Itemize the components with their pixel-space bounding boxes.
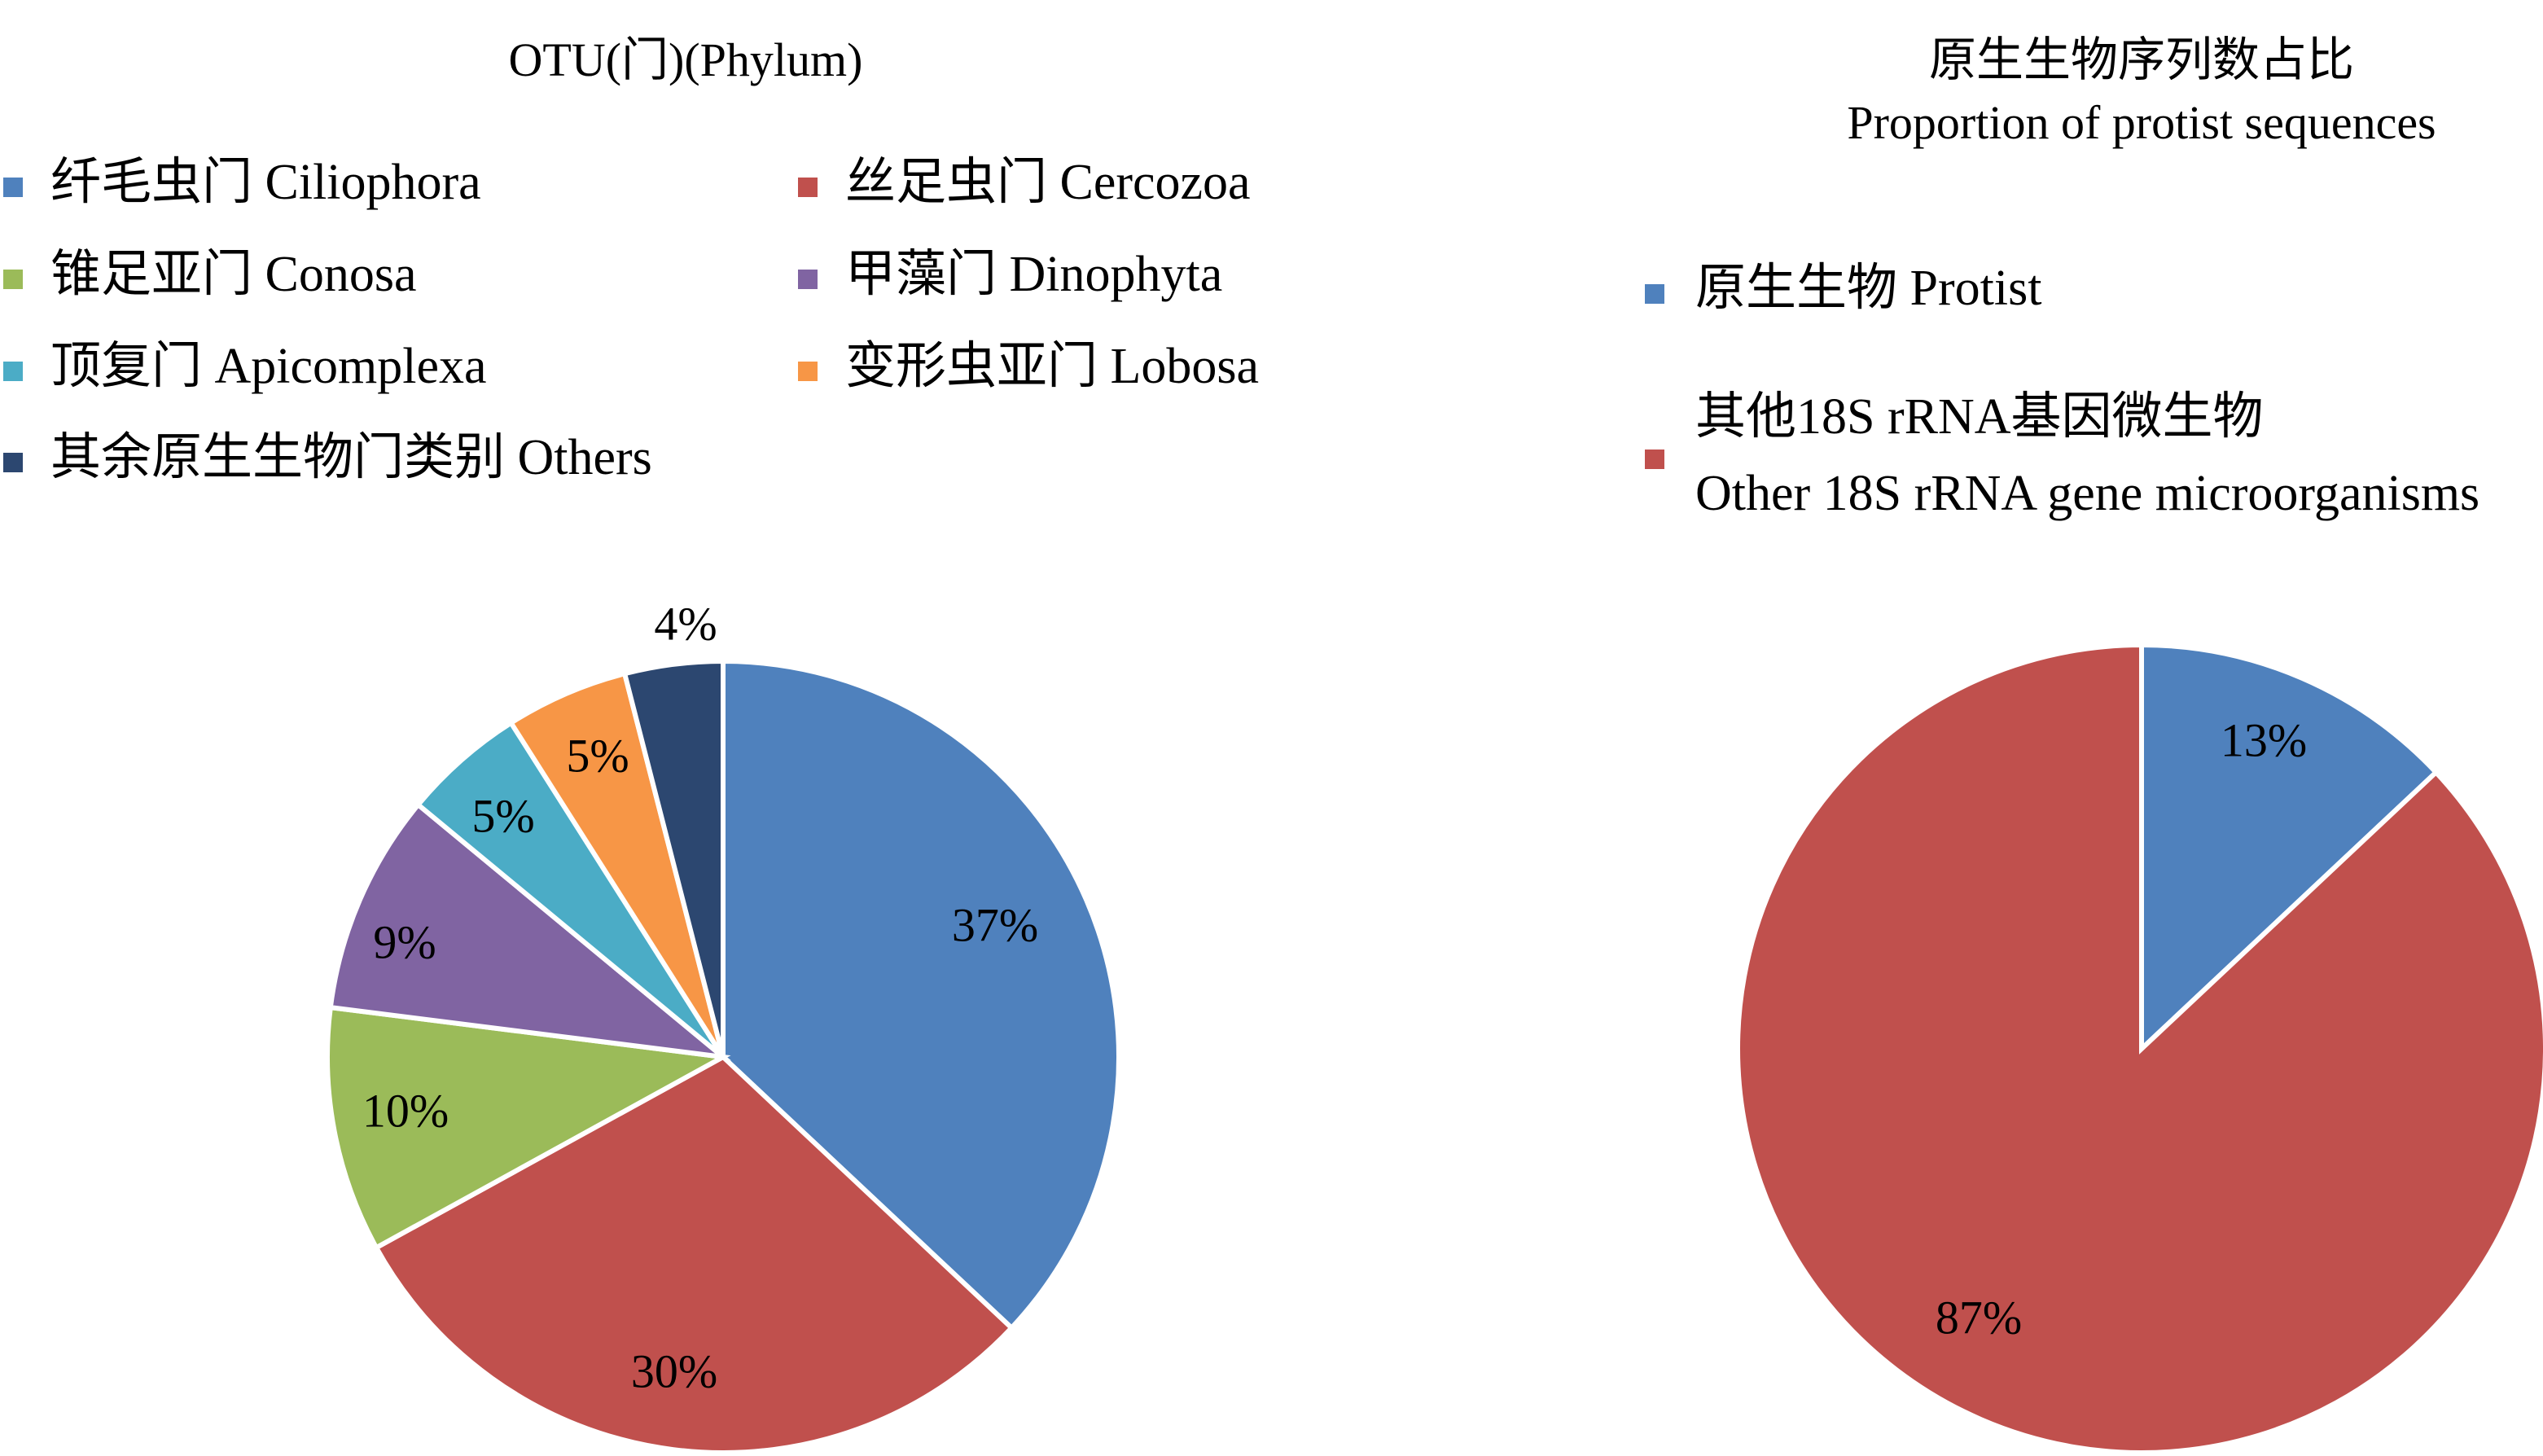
legend-swatch xyxy=(798,362,818,381)
legend-item-label: 顶复门 Apicomplexa xyxy=(50,339,487,394)
data-label: 10% xyxy=(362,1084,449,1137)
legend-swatch xyxy=(1645,284,1664,304)
legend-item-label: 其他18S rRNA基因微生物 xyxy=(1695,389,2264,445)
protist-pie: 13% 87% xyxy=(1735,642,2543,1455)
legend-swatch xyxy=(3,453,23,472)
protist-chart-subtitle: Proportion of protist sequences xyxy=(1847,96,2436,149)
pie-slice xyxy=(721,658,1121,1331)
data-label: 5% xyxy=(471,789,534,842)
legend-item-label: 纤毛虫门 Ciliophora xyxy=(50,155,481,210)
legend-item-label: 丝足虫门 Cercozoa xyxy=(845,155,1251,210)
legend-swatch xyxy=(798,178,818,197)
protist-legend: 原生生物 Protist 其他18S rRNA基因微生物 Other 18S rRN… xyxy=(1645,261,2479,521)
data-label: 13% xyxy=(2221,713,2307,766)
legend-item-label: 原生生物 Protist xyxy=(1695,261,2041,316)
phylum-pie: 37% 30% 10% 9% 5% 5% 4% xyxy=(325,597,1121,1455)
pie-slice xyxy=(2139,642,2440,1055)
data-label: 37% xyxy=(952,898,1038,951)
legend-swatch xyxy=(798,270,818,289)
pie-slice xyxy=(373,1054,1015,1455)
data-label: 4% xyxy=(654,597,717,650)
legend-item-label: 甲藻门 Dinophyta xyxy=(845,247,1222,302)
phylum-legend: 纤毛虫门 Ciliophora 丝足虫门 Cercozoa 锥足亚门 Conosa 甲… xyxy=(3,155,1259,485)
pie-slice xyxy=(325,1004,731,1252)
phylum-chart-title: OTU(门)(Phylum) xyxy=(509,33,863,86)
data-label: 87% xyxy=(1936,1291,2022,1344)
protist-proportion-pie-chart: 原生生物序列数占比 Proportion of protist sequence… xyxy=(1645,33,2543,1455)
pie-slice xyxy=(1735,642,2543,1455)
phylum-pie-chart: OTU(门)(Phylum) 纤毛虫门 Ciliophora 丝足虫门 Cerco… xyxy=(3,33,1259,1455)
protist-chart-title: 原生生物序列数占比 xyxy=(1929,33,2354,86)
data-label: 5% xyxy=(566,729,629,782)
data-label: 30% xyxy=(631,1344,717,1397)
legend-swatch xyxy=(1645,450,1664,469)
data-label: 9% xyxy=(373,915,436,968)
legend-swatch xyxy=(3,178,23,197)
legend-item-label: 变形虫亚门 Lobosa xyxy=(845,339,1259,394)
pie-slice xyxy=(621,658,726,1058)
legend-item-label: 其余原生生物门类别 Others xyxy=(50,430,652,485)
pie-slice xyxy=(327,800,731,1061)
legend-swatch xyxy=(3,270,23,289)
legend-item-label: 锥足亚门 Conosa xyxy=(50,247,417,302)
legend-swatch xyxy=(3,362,23,381)
legend-item-label: Other 18S rRNA gene microorganisms xyxy=(1695,466,2479,521)
